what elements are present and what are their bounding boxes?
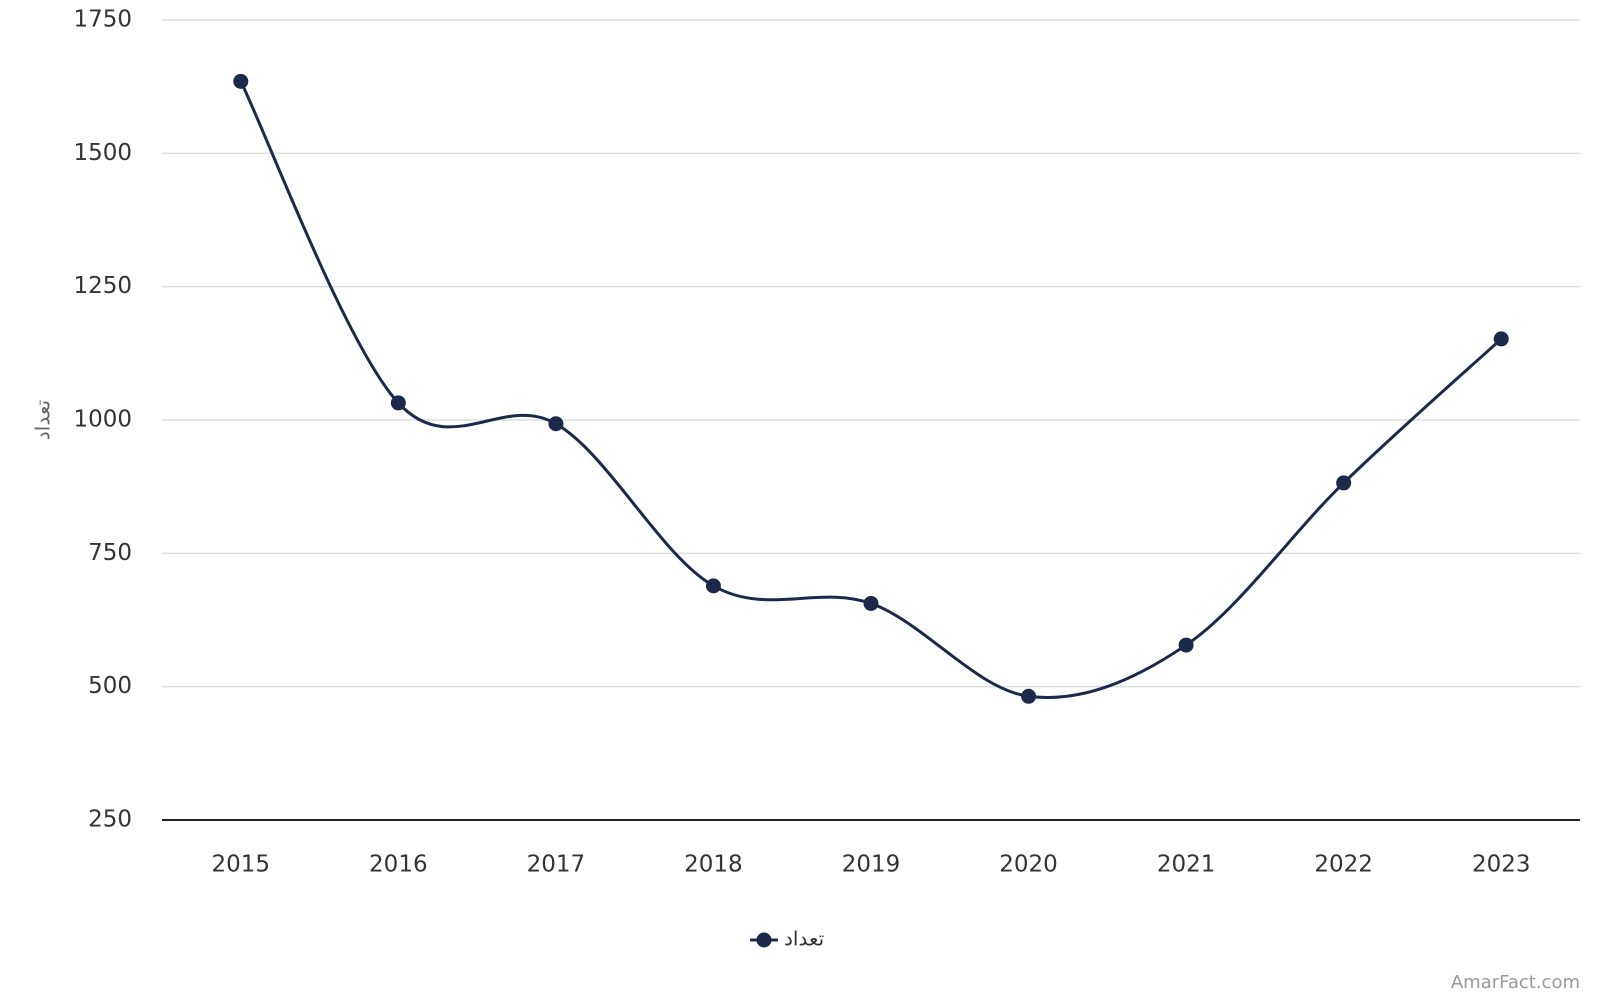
y-tick-label: 250 xyxy=(88,807,132,833)
point xyxy=(548,416,564,432)
y-tick-label: 1000 xyxy=(73,407,132,433)
x-tick-label: 2017 xyxy=(527,852,586,878)
point xyxy=(1336,475,1352,491)
watermark: AmarFact.com xyxy=(1451,972,1580,993)
point xyxy=(1493,331,1509,347)
y-tick-label: 1250 xyxy=(73,273,132,299)
y-axis-label: تعداد xyxy=(31,400,55,440)
point xyxy=(863,595,879,611)
point xyxy=(1021,688,1037,704)
x-tick-label: 2018 xyxy=(684,852,743,878)
x-tick-label: 2020 xyxy=(999,852,1058,878)
point xyxy=(390,395,406,411)
y-tick-label: 1500 xyxy=(73,140,132,166)
y-tick-label: 750 xyxy=(88,540,132,566)
y-tick-label: 1750 xyxy=(73,7,132,33)
x-tick-label: 2021 xyxy=(1157,852,1216,878)
x-tick-label: 2019 xyxy=(842,852,901,878)
x-tick-label: 2016 xyxy=(369,852,428,878)
point xyxy=(233,73,249,89)
point xyxy=(1178,637,1194,653)
x-tick-label: 2022 xyxy=(1314,852,1373,878)
point xyxy=(705,578,721,594)
legend-marker xyxy=(756,932,772,948)
x-tick-label: 2023 xyxy=(1472,852,1531,878)
y-tick-label: 500 xyxy=(88,673,132,699)
legend-label: تعداد xyxy=(784,927,824,951)
x-tick-label: 2015 xyxy=(212,852,271,878)
